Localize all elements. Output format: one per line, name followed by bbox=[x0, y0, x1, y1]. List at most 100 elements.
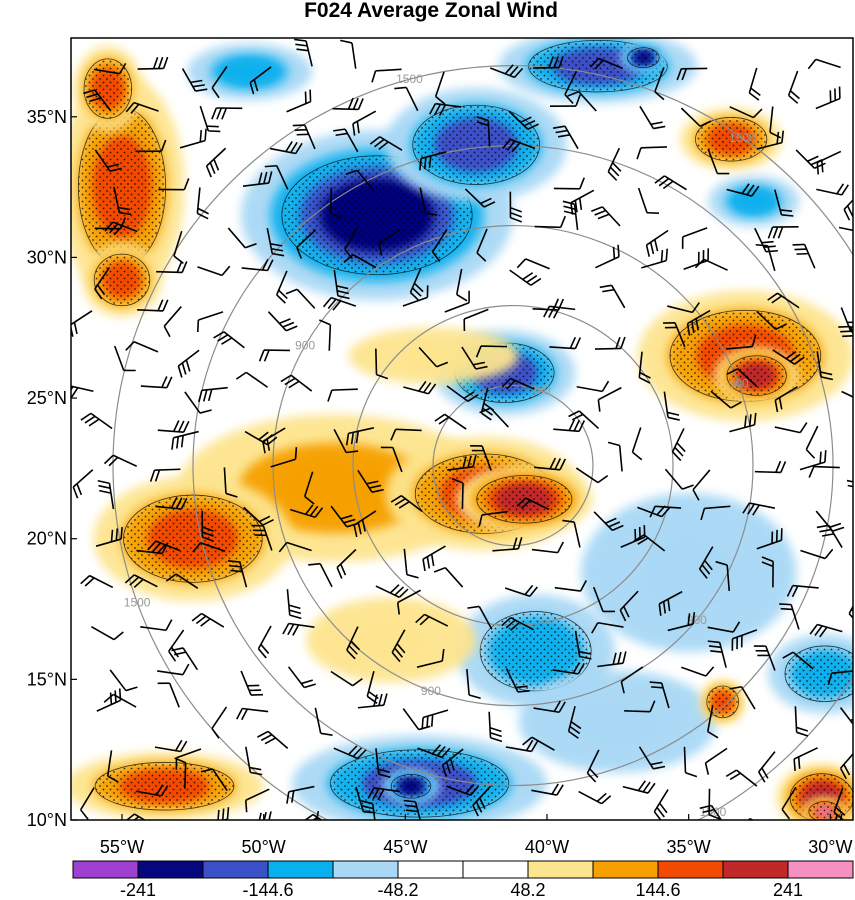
range-ring-label: 1500 bbox=[124, 595, 151, 609]
wind-barb bbox=[227, 227, 257, 249]
wind-barb bbox=[755, 243, 776, 272]
wind-region bbox=[620, 43, 666, 72]
wind-barb bbox=[704, 747, 728, 775]
wind-barb bbox=[80, 574, 114, 589]
wind-barb bbox=[441, 748, 464, 777]
wind-barb bbox=[489, 64, 524, 79]
wind-barb bbox=[579, 831, 599, 859]
wind-barb bbox=[243, 506, 274, 526]
wind-barb bbox=[444, 290, 470, 313]
wind-barb bbox=[197, 386, 228, 403]
colorbar-swatch bbox=[332, 860, 399, 879]
wind-barb bbox=[353, 510, 377, 538]
wind-region bbox=[93, 476, 293, 602]
wind-barb bbox=[165, 573, 199, 589]
wind-barb bbox=[390, 495, 423, 512]
significance-stipple bbox=[627, 47, 660, 69]
wind-barb bbox=[286, 589, 302, 620]
wind-region bbox=[71, 752, 264, 820]
wind-barb bbox=[154, 739, 188, 753]
colorbar-label: 144.6 bbox=[635, 880, 680, 900]
wind-barb bbox=[403, 380, 437, 395]
wind-barb bbox=[622, 780, 656, 794]
range-ring bbox=[352, 304, 674, 627]
wind-barb bbox=[567, 90, 597, 112]
wind-region bbox=[71, 73, 185, 301]
wind-barb bbox=[258, 349, 291, 362]
wind-barbs bbox=[71, 38, 853, 859]
wind-barb bbox=[792, 243, 816, 269]
wind-barb bbox=[636, 146, 667, 160]
wind-barb bbox=[639, 105, 666, 130]
wind-barb bbox=[357, 693, 388, 709]
range-ring-label: 1500 bbox=[729, 131, 756, 145]
wind-barb bbox=[467, 605, 493, 630]
wind-barb bbox=[816, 150, 842, 175]
wind-barb bbox=[809, 623, 843, 638]
wind-barb bbox=[586, 749, 600, 783]
wind-region bbox=[187, 43, 312, 101]
wind-barb bbox=[267, 311, 298, 332]
wind-barb bbox=[135, 139, 167, 153]
wind-barb bbox=[192, 542, 226, 553]
wind-barb bbox=[509, 191, 522, 223]
x-tick-label: 50°W bbox=[242, 837, 286, 857]
wind-barb bbox=[590, 206, 621, 227]
wind-core bbox=[223, 59, 276, 84]
colorbar-label: -48.2 bbox=[377, 880, 418, 900]
wind-barb bbox=[199, 105, 221, 133]
colorbar-swatch bbox=[657, 860, 724, 879]
y-tick-label: 10°N bbox=[27, 810, 67, 830]
wind-barb bbox=[505, 739, 539, 753]
wind-barb bbox=[683, 746, 698, 778]
wind-barb bbox=[533, 56, 564, 69]
wind-barb bbox=[756, 528, 783, 550]
wind-barb bbox=[774, 386, 798, 413]
wind-barb bbox=[213, 331, 245, 349]
wind-core bbox=[734, 190, 773, 212]
colorbar: -241 -144.6 -48.2 48.2 144.6 241 bbox=[72, 860, 854, 900]
wind-barb bbox=[223, 467, 238, 498]
wind-barb bbox=[241, 258, 274, 272]
x-axis: 55°W 50°W 45°W 40°W 35°W 30°W bbox=[100, 814, 852, 857]
wind-barb bbox=[184, 391, 212, 414]
wind-barb bbox=[550, 94, 581, 108]
wind-barb bbox=[157, 682, 180, 708]
wind-barb bbox=[177, 349, 200, 378]
wind-barb bbox=[419, 187, 438, 216]
wind-barb bbox=[346, 626, 360, 660]
wind-barb bbox=[257, 625, 272, 659]
wind-barb bbox=[641, 248, 669, 269]
wind-barb bbox=[476, 116, 491, 147]
wind-barb bbox=[597, 386, 622, 412]
wind-barb bbox=[501, 377, 535, 390]
wind-barb bbox=[196, 311, 224, 333]
wind-region bbox=[382, 769, 440, 804]
wind-barb bbox=[638, 746, 666, 770]
wind-barb bbox=[654, 175, 687, 191]
wind-barb bbox=[103, 454, 138, 468]
wind-barb bbox=[838, 325, 853, 338]
wind-barb bbox=[619, 590, 639, 622]
significance-stipple bbox=[83, 58, 133, 119]
wind-barb bbox=[522, 736, 555, 751]
wind-barb bbox=[729, 412, 757, 433]
wind-barb bbox=[175, 748, 202, 770]
wind-barb bbox=[340, 39, 357, 69]
wind-barb bbox=[93, 62, 127, 75]
wind-barb bbox=[654, 67, 665, 101]
wind-barb bbox=[304, 813, 323, 820]
wind-barb bbox=[700, 505, 731, 521]
wind-barb bbox=[403, 548, 419, 579]
significance-stipple bbox=[94, 762, 235, 811]
wind-barb bbox=[125, 813, 146, 820]
wind-barb bbox=[429, 102, 462, 116]
range-ring bbox=[432, 384, 594, 547]
wind-barb bbox=[756, 310, 787, 331]
wind-barb bbox=[447, 455, 477, 471]
x-tick-label: 45°W bbox=[383, 837, 427, 857]
wind-barb bbox=[227, 559, 248, 588]
wind-barb bbox=[589, 57, 623, 70]
significance-stipple bbox=[695, 117, 768, 162]
wind-barb bbox=[593, 511, 624, 532]
